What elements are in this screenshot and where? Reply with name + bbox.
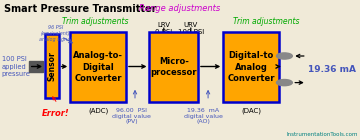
Text: URV
100 PSI: URV 100 PSI [178,22,204,35]
Text: LRV
0 PSI: LRV 0 PSI [155,22,172,35]
Text: Error!: Error! [42,109,70,118]
Text: High: High [251,32,267,38]
Text: 96 PSI
(equivalent)
analog signal: 96 PSI (equivalent) analog signal [40,25,72,42]
Text: 19.36 mA: 19.36 mA [308,65,356,74]
Text: Damping: Damping [159,32,188,37]
Text: Smart Pressure Transmitter: Smart Pressure Transmitter [4,4,156,14]
FancyBboxPatch shape [70,32,126,102]
Text: Sensor: Sensor [48,51,56,81]
Circle shape [276,53,292,59]
FancyBboxPatch shape [45,34,59,98]
Text: 96.00  PSI
digital value
(PV): 96.00 PSI digital value (PV) [112,108,151,124]
Circle shape [276,80,292,86]
Text: (ADC): (ADC) [88,108,108,114]
Text: Micro-
processor: Micro- processor [150,57,197,77]
Text: InstrumentationTools.com: InstrumentationTools.com [287,132,358,137]
Text: Analog-to-
Digital
Converter: Analog-to- Digital Converter [73,51,123,83]
Text: Trim adjustments: Trim adjustments [62,17,129,26]
FancyBboxPatch shape [149,32,198,102]
FancyBboxPatch shape [223,32,279,102]
Text: Digital-to
Analog
Converter: Digital-to Analog Converter [228,51,275,83]
Text: Low: Low [226,32,240,38]
Text: Low: Low [72,32,86,38]
Text: 100 PSI
applied
pressure: 100 PSI applied pressure [2,56,31,77]
Text: Trim adjustments: Trim adjustments [233,17,300,26]
Text: 19.36  mA
digital value
(AO): 19.36 mA digital value (AO) [184,108,223,124]
Text: High: High [98,32,114,38]
Text: Range adjustments: Range adjustments [139,4,221,13]
Text: (DAC): (DAC) [241,108,261,114]
FancyBboxPatch shape [29,61,43,72]
